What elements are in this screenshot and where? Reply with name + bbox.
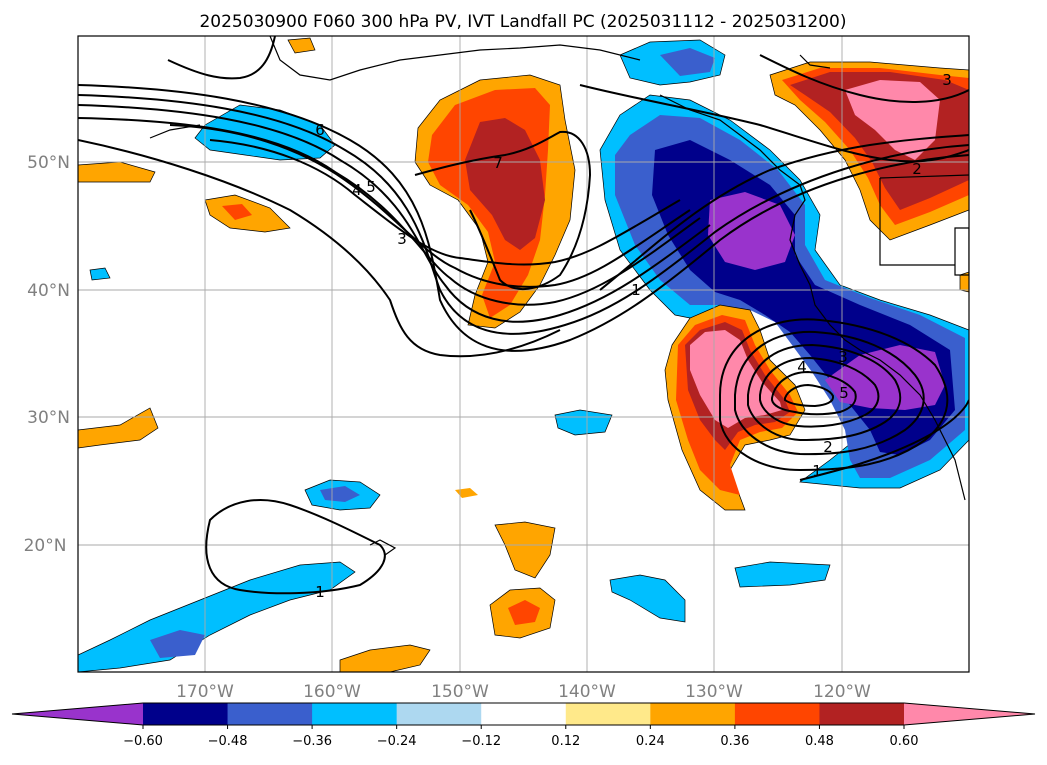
contour-label: 2 (912, 160, 922, 178)
colorbar-segment (819, 703, 905, 725)
y-tick-label: 40°N (27, 281, 70, 301)
pv-shade-bottom-orange (339, 644, 431, 672)
y-tick-label: 30°N (27, 408, 70, 428)
colorbar-tick-label: −0.24 (377, 734, 417, 749)
contour-7 (414, 130, 592, 291)
contour-label: 5 (366, 178, 376, 196)
colorbar-tick-label: −0.48 (208, 734, 248, 749)
pv-shade-trough-purple-north (708, 192, 795, 270)
y-axis-ticks: 50°N 40°N 30°N 20°N (24, 153, 70, 556)
pv-shade-small-blue-c (734, 561, 831, 588)
contour-label: 1 (631, 281, 641, 299)
y-tick-label: 50°N (27, 153, 70, 173)
ivt-contours (78, 36, 969, 595)
colorbar-segment (227, 703, 313, 725)
x-tick-label: 130°W (685, 682, 743, 702)
contour-label: 1 (812, 462, 822, 480)
x-axis-ticks: 170°W 160°W 150°W 140°W 130°W 120°W (176, 682, 871, 702)
colorbar-tick-label: −0.36 (292, 734, 332, 749)
colorbar-tick-label: −0.12 (461, 734, 501, 749)
contour-label: 2 (823, 438, 833, 456)
colorbar-segment (143, 703, 229, 725)
colorbar-tick-label: −0.60 (123, 734, 163, 749)
colorbar: −0.60 −0.48 −0.36 −0.24 −0.12 0.12 0.24 0.36 0.4… (11, 702, 1036, 749)
x-tick-label: 120°W (813, 682, 871, 702)
pv-shade-top-orange (287, 37, 316, 54)
contour-label: 3 (397, 230, 407, 248)
contour-subtropical (205, 499, 386, 595)
pv-shade-small-blue-b (609, 574, 686, 623)
contour-label: 3 (838, 348, 848, 366)
pv-shade-right-orange (959, 271, 969, 293)
map-panel: 6 4 5 3 7 1 5 3 2 4 2 1 3 1 (78, 36, 969, 672)
contour-label: 1 (315, 583, 325, 601)
map-title: 2025030900 F060 300 hPa PV, IVT Landfall… (199, 12, 846, 32)
contour-label: 4 (797, 358, 807, 376)
colorbar-segment (650, 703, 736, 725)
x-tick-label: 170°W (176, 682, 234, 702)
pv-shade-hawaii-medblue (320, 486, 360, 502)
colorbar-tick-label: 0.48 (805, 734, 834, 749)
contour-label: 6 (315, 121, 325, 139)
colorbar-tick-label: 0.12 (551, 734, 580, 749)
pv-shade-alaska-medblue (660, 48, 715, 76)
pv-shade-small-blue-a (554, 409, 613, 436)
contour-label: 3 (942, 71, 952, 89)
pv-shade-cutoff-pink (690, 330, 782, 428)
pv-shade-sw-medblue (150, 630, 205, 658)
pv-shade-sw-orange (78, 407, 159, 449)
pv-shade-small-red-e (508, 600, 540, 625)
colorbar-segment (396, 703, 482, 725)
colorbar-extend-min (12, 703, 143, 725)
contour-label: 5 (839, 384, 849, 402)
contour-label: 7 (493, 154, 503, 172)
pv-shade-small-orange-d (494, 521, 556, 579)
x-tick-label: 150°W (431, 682, 489, 702)
contour-trough-outer (78, 84, 969, 352)
pv-shade-ridge-darkred (465, 118, 545, 250)
contour-label: 4 (352, 181, 362, 199)
colorbar-segment (481, 703, 567, 725)
colorbar-segment (312, 703, 398, 725)
contour-cutoff-outer (719, 318, 949, 472)
y-tick-label: 20°N (24, 536, 67, 556)
colorbar-tick-label: 0.36 (720, 734, 749, 749)
pv-shade-nw-red-b (222, 204, 252, 220)
pv-shade-tiny-blue-a (89, 267, 111, 281)
colorbar-segment (565, 703, 651, 725)
colorbar-tick-label: 0.24 (636, 734, 665, 749)
pv-shade-sw-blue (78, 561, 356, 672)
colorbar-extend-max (904, 703, 1035, 725)
x-tick-label: 160°W (303, 682, 361, 702)
pv-shade-small-orange-c (455, 488, 478, 498)
map-frame (77, 35, 970, 673)
colorbar-tick-label: 0.60 (890, 734, 919, 749)
colorbar-segment (734, 703, 820, 725)
contour-labels: 6 4 5 3 7 1 5 3 2 4 2 1 3 1 (315, 71, 952, 601)
x-tick-label: 140°W (558, 682, 616, 702)
